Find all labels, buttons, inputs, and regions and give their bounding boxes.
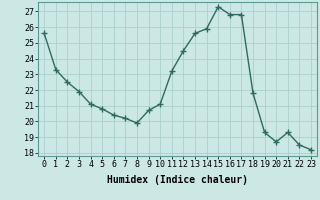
X-axis label: Humidex (Indice chaleur): Humidex (Indice chaleur) (107, 175, 248, 185)
